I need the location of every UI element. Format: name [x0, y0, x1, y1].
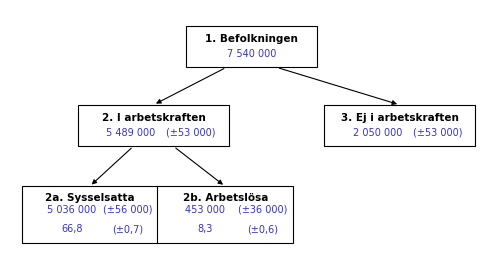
Bar: [22, 186, 293, 243]
Text: (±36 000): (±36 000): [238, 205, 288, 215]
Text: 2b. Arbetslösa: 2b. Arbetslösa: [183, 193, 268, 203]
Text: 5 036 000: 5 036 000: [47, 205, 97, 215]
Text: 7 540 000: 7 540 000: [227, 49, 276, 59]
Text: (±0,7): (±0,7): [112, 224, 143, 234]
Text: 2. I arbetskraften: 2. I arbetskraften: [102, 113, 205, 123]
Bar: [78, 105, 229, 146]
Bar: [324, 105, 475, 146]
Text: 5 489 000: 5 489 000: [106, 128, 155, 138]
Text: 453 000: 453 000: [185, 205, 225, 215]
Text: (±53 000): (±53 000): [166, 128, 216, 138]
Text: 8,3: 8,3: [198, 224, 213, 234]
Bar: [186, 26, 317, 67]
Text: (±0,6): (±0,6): [247, 224, 279, 234]
Text: 3. Ej i arbetskraften: 3. Ej i arbetskraften: [341, 113, 459, 123]
Text: (±56 000): (±56 000): [103, 205, 152, 215]
Text: 2 050 000: 2 050 000: [353, 128, 402, 138]
Text: 2a. Sysselsatta: 2a. Sysselsatta: [45, 193, 134, 203]
Text: 1. Befolkningen: 1. Befolkningen: [205, 34, 298, 44]
Text: (±53 000): (±53 000): [413, 128, 462, 138]
Text: 66,8: 66,8: [61, 224, 82, 234]
